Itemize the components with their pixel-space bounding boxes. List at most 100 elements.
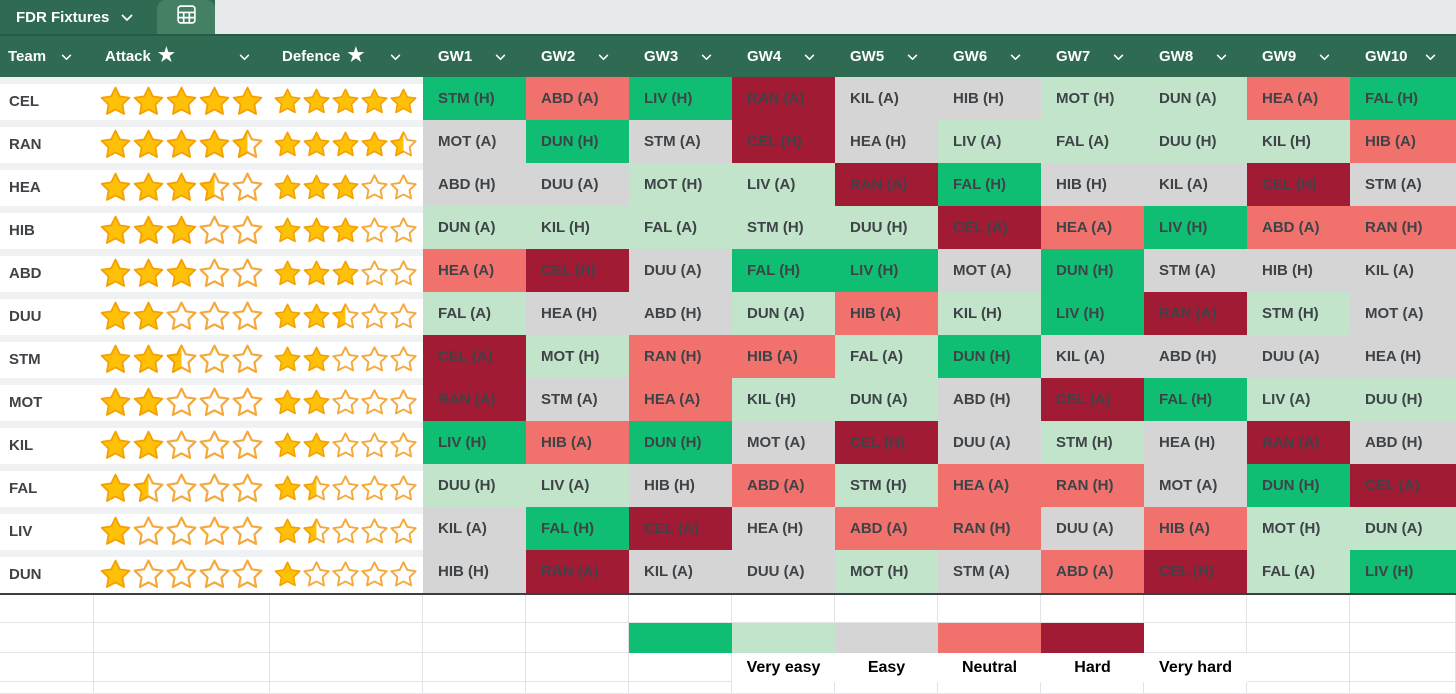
fixture-cell-ran-gw8[interactable]: DUU (H) [1144,120,1247,163]
team-cell-abd[interactable]: ABD [0,249,94,292]
fixture-cell-fal-gw5[interactable]: STM (H) [835,464,938,507]
defence-rating-dun[interactable] [270,550,423,593]
defence-rating-kil[interactable] [270,421,423,464]
fixture-cell-duu-gw8[interactable]: RAN (A) [1144,292,1247,335]
chevron-down-icon[interactable] [495,48,506,65]
fixture-cell-fal-gw8[interactable]: MOT (A) [1144,464,1247,507]
fixture-cell-mot-gw4[interactable]: KIL (H) [732,378,835,421]
fixture-cell-dun-gw10[interactable]: LIV (H) [1350,550,1456,593]
chevron-down-icon[interactable] [61,48,72,65]
fixture-cell-duu-gw1[interactable]: FAL (A) [423,292,526,335]
fixture-cell-hea-gw4[interactable]: LIV (A) [732,163,835,206]
chevron-down-icon[interactable] [1216,48,1227,65]
column-header-gw6[interactable]: GW6 [938,36,1041,77]
fixture-cell-hib-gw9[interactable]: ABD (A) [1247,206,1350,249]
attack-rating-duu[interactable] [94,292,270,335]
fixture-cell-hib-gw6[interactable]: CEL (A) [938,206,1041,249]
fixture-cell-fal-gw7[interactable]: RAN (H) [1041,464,1144,507]
fixture-cell-ran-gw1[interactable]: MOT (A) [423,120,526,163]
fixture-cell-mot-gw9[interactable]: LIV (A) [1247,378,1350,421]
fixture-cell-kil-gw4[interactable]: MOT (A) [732,421,835,464]
fixture-cell-abd-gw5[interactable]: LIV (H) [835,249,938,292]
fixture-cell-cel-gw4[interactable]: RAN (A) [732,77,835,120]
column-header-gw2[interactable]: GW2 [526,36,629,77]
fixture-cell-fal-gw4[interactable]: ABD (A) [732,464,835,507]
defence-rating-mot[interactable] [270,378,423,421]
team-cell-hib[interactable]: HIB [0,206,94,249]
fixture-cell-mot-gw2[interactable]: STM (A) [526,378,629,421]
fixture-cell-ran-gw7[interactable]: FAL (A) [1041,120,1144,163]
fixture-cell-dun-gw5[interactable]: MOT (H) [835,550,938,593]
fixture-cell-stm-gw8[interactable]: ABD (H) [1144,335,1247,378]
fixture-cell-cel-gw5[interactable]: KIL (A) [835,77,938,120]
fixture-cell-fal-gw1[interactable]: DUU (H) [423,464,526,507]
fixture-cell-kil-gw3[interactable]: DUN (H) [629,421,732,464]
fixture-cell-cel-gw6[interactable]: HIB (H) [938,77,1041,120]
fixture-cell-hib-gw3[interactable]: FAL (A) [629,206,732,249]
fixture-cell-ran-gw4[interactable]: CEL (H) [732,120,835,163]
fixture-cell-fal-gw2[interactable]: LIV (A) [526,464,629,507]
fixture-cell-abd-gw4[interactable]: FAL (H) [732,249,835,292]
fixture-cell-cel-gw1[interactable]: STM (H) [423,77,526,120]
fixture-cell-ran-gw10[interactable]: HIB (A) [1350,120,1456,163]
attack-rating-dun[interactable] [94,550,270,593]
attack-rating-liv[interactable] [94,507,270,550]
fixture-cell-abd-gw3[interactable]: DUU (A) [629,249,732,292]
fixture-cell-dun-gw7[interactable]: ABD (A) [1041,550,1144,593]
fixture-cell-liv-gw6[interactable]: RAN (H) [938,507,1041,550]
defence-rating-stm[interactable] [270,335,423,378]
fixture-cell-dun-gw1[interactable]: HIB (H) [423,550,526,593]
team-cell-mot[interactable]: MOT [0,378,94,421]
fixture-cell-duu-gw3[interactable]: ABD (H) [629,292,732,335]
team-cell-stm[interactable]: STM [0,335,94,378]
defence-rating-abd[interactable] [270,249,423,292]
fixture-cell-liv-gw7[interactable]: DUU (A) [1041,507,1144,550]
attack-rating-hib[interactable] [94,206,270,249]
fixture-cell-mot-gw8[interactable]: FAL (H) [1144,378,1247,421]
column-header-gw1[interactable]: GW1 [423,36,526,77]
fixture-cell-hib-gw1[interactable]: DUN (A) [423,206,526,249]
chevron-down-icon[interactable] [907,48,918,65]
fixture-cell-abd-gw10[interactable]: KIL (A) [1350,249,1456,292]
team-cell-ran[interactable]: RAN [0,120,94,163]
fixture-cell-stm-gw6[interactable]: DUN (H) [938,335,1041,378]
fixture-cell-abd-gw8[interactable]: STM (A) [1144,249,1247,292]
team-cell-fal[interactable]: FAL [0,464,94,507]
fixture-cell-stm-gw9[interactable]: DUU (A) [1247,335,1350,378]
attack-rating-kil[interactable] [94,421,270,464]
fixture-cell-kil-gw2[interactable]: HIB (A) [526,421,629,464]
fixture-cell-liv-gw1[interactable]: KIL (A) [423,507,526,550]
fixture-cell-stm-gw5[interactable]: FAL (A) [835,335,938,378]
fixture-cell-stm-gw3[interactable]: RAN (H) [629,335,732,378]
fixture-cell-fal-gw3[interactable]: HIB (H) [629,464,732,507]
fixture-cell-duu-gw7[interactable]: LIV (H) [1041,292,1144,335]
attack-rating-abd[interactable] [94,249,270,292]
fixture-cell-liv-gw8[interactable]: HIB (A) [1144,507,1247,550]
fixture-cell-kil-gw6[interactable]: DUU (A) [938,421,1041,464]
team-cell-hea[interactable]: HEA [0,163,94,206]
fixture-cell-ran-gw5[interactable]: HEA (H) [835,120,938,163]
fixture-cell-hea-gw2[interactable]: DUU (A) [526,163,629,206]
defence-rating-hib[interactable] [270,206,423,249]
team-cell-duu[interactable]: DUU [0,292,94,335]
fixture-cell-duu-gw2[interactable]: HEA (H) [526,292,629,335]
fixture-cell-hib-gw7[interactable]: HEA (A) [1041,206,1144,249]
fixture-cell-hea-gw7[interactable]: HIB (H) [1041,163,1144,206]
chevron-down-icon[interactable] [121,9,133,26]
attack-rating-ran[interactable] [94,120,270,163]
chevron-down-icon[interactable] [239,48,250,65]
fixture-cell-ran-gw9[interactable]: KIL (H) [1247,120,1350,163]
column-header-gw10[interactable]: GW10 [1350,36,1456,77]
fixture-cell-hib-gw4[interactable]: STM (H) [732,206,835,249]
fixture-cell-cel-gw2[interactable]: ABD (A) [526,77,629,120]
fixture-cell-abd-gw7[interactable]: DUN (H) [1041,249,1144,292]
fixture-cell-duu-gw6[interactable]: KIL (H) [938,292,1041,335]
fixture-cell-cel-gw9[interactable]: HEA (A) [1247,77,1350,120]
fixture-cell-cel-gw8[interactable]: DUN (A) [1144,77,1247,120]
fixture-cell-cel-gw10[interactable]: FAL (H) [1350,77,1456,120]
fixture-cell-abd-gw2[interactable]: CEL (H) [526,249,629,292]
fixture-cell-abd-gw1[interactable]: HEA (A) [423,249,526,292]
fixture-cell-dun-gw2[interactable]: RAN (A) [526,550,629,593]
fixture-cell-duu-gw10[interactable]: MOT (A) [1350,292,1456,335]
fixture-cell-liv-gw9[interactable]: MOT (H) [1247,507,1350,550]
